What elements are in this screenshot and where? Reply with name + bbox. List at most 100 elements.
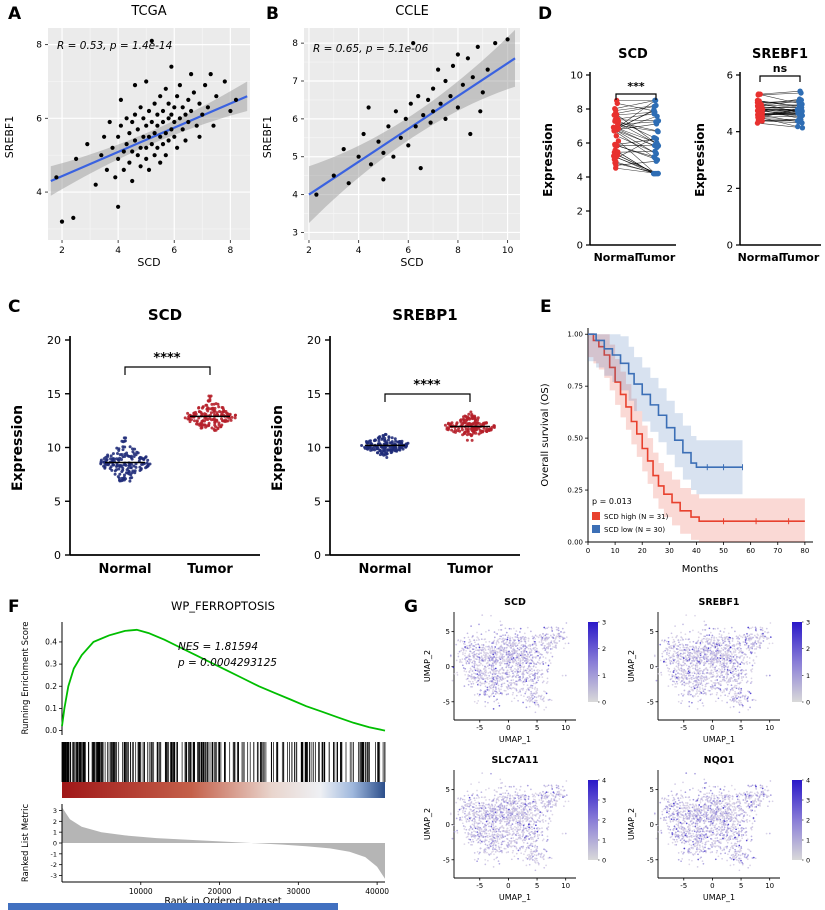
violin-srebp1-title: SREBP1: [392, 306, 457, 324]
gsea-pvalue-annotation: p = 0.0004293125: [177, 657, 277, 669]
significance-bracket-d1: [615, 93, 657, 100]
svg-text:2: 2: [806, 645, 810, 653]
svg-text:0.00: 0.00: [567, 539, 583, 547]
legend-label-scd-high: SCD high (N = 31): [604, 513, 669, 521]
umap-ylabel: UMAP_2: [423, 650, 432, 682]
svg-text:5: 5: [446, 786, 450, 794]
svg-text:40: 40: [692, 547, 701, 555]
svg-text:10000: 10000: [129, 887, 153, 896]
svg-text:6: 6: [171, 246, 177, 256]
umap-scd-title: SCD: [504, 597, 526, 608]
svg-text:-3: -3: [51, 872, 57, 880]
significance-d1: ***: [627, 80, 645, 93]
paired-scd-title: SCD: [618, 47, 648, 62]
gsea-title: WP_FERROPTOSIS: [171, 599, 275, 613]
legend-swatch-scd-high: [592, 512, 600, 520]
svg-text:0.50: 0.50: [567, 435, 583, 443]
svg-text:-5: -5: [680, 724, 687, 732]
svg-text:Normal: Normal: [738, 251, 783, 264]
ccle-title: CCLE: [395, 4, 429, 19]
km-ylabel: Overall survival (OS): [540, 383, 551, 486]
umap-xlabel: UMAP_1: [499, 735, 531, 744]
svg-text:8: 8: [36, 41, 42, 51]
umap-scd: -5 0 5 10 -5 0 5 0 1 2 3 SCD UMAP_1 UMAP_2: [423, 597, 606, 744]
svg-text:Tumor: Tumor: [781, 251, 820, 264]
paired-scd-ylabel: Expression: [541, 123, 555, 197]
svg-text:Normal: Normal: [594, 251, 639, 264]
svg-text:6: 6: [727, 71, 733, 82]
svg-text:7: 7: [292, 77, 298, 87]
violin-scd-ylabel: Expression: [10, 405, 26, 491]
significance-c2: ****: [413, 378, 440, 393]
ccle-correlation-annotation: R = 0.65, p = 5.1e-06: [313, 43, 429, 55]
svg-text:0: 0: [586, 547, 590, 555]
umap-scd-plot: -5 0 5 10 -5 0 5 0 1 2 3: [443, 612, 606, 732]
ccle-ylabel: SREBF1: [261, 116, 274, 158]
svg-text:6: 6: [405, 246, 411, 256]
violin-srebp1-ylabel: Expression: [270, 405, 286, 491]
svg-text:60: 60: [746, 547, 755, 555]
legend-swatch-scd-low: [592, 525, 600, 533]
svg-text:2: 2: [59, 246, 65, 256]
panel-letter-c: C: [8, 297, 20, 317]
svg-text:-5: -5: [443, 698, 450, 706]
svg-text:5: 5: [446, 628, 450, 636]
svg-text:10: 10: [561, 882, 570, 890]
violin-scd-title: SCD: [148, 306, 182, 324]
svg-text:15: 15: [307, 388, 321, 401]
svg-text:-5: -5: [476, 882, 483, 890]
svg-text:5: 5: [535, 882, 539, 890]
umap-xlabel: UMAP_1: [703, 893, 735, 902]
svg-text:Tumor: Tumor: [637, 251, 676, 264]
svg-text:Normal: Normal: [99, 562, 152, 577]
paired-srebf1-title: SREBF1: [752, 47, 808, 62]
gsea-xlabel: Rank in Ordered Dataset: [164, 896, 282, 907]
umap-srebf1: -5 0 5 10 -5 0 5 0 1 2 3 SREBF1 UMAP_1 UMAP_2: [627, 597, 810, 744]
umap-xlabel: UMAP_1: [703, 735, 735, 744]
svg-text:80: 80: [800, 547, 809, 555]
umap-nqo1-title: NQO1: [704, 755, 735, 766]
svg-text:1.00: 1.00: [567, 331, 583, 339]
panel-e: 0.00 0.25 0.50 0.75 1.00 0 10 20 30 40 50 60 70 80 E …: [528, 290, 825, 590]
panel-d: 0 2 4 6 8 10 Normal Tumor 0 2 4 6 Normal Tumor D SCD…: [528, 0, 825, 290]
svg-text:20000: 20000: [208, 887, 232, 896]
svg-text:0.1: 0.1: [45, 704, 57, 713]
svg-text:8: 8: [292, 39, 298, 49]
significance-bracket-c1: [124, 366, 211, 375]
svg-text:1: 1: [53, 829, 57, 837]
significance-c1: ****: [153, 351, 180, 366]
panel-letter-a: A: [8, 4, 22, 24]
svg-text:1: 1: [806, 672, 810, 680]
svg-text:0: 0: [506, 882, 510, 890]
gsea-es-ylabel: Running Enrichment Score: [21, 622, 31, 735]
svg-text:3: 3: [602, 619, 606, 627]
svg-text:50: 50: [719, 547, 728, 555]
svg-text:30: 30: [665, 547, 674, 555]
gsea-nes-annotation: NES = 1.81594: [178, 641, 258, 653]
svg-text:Tumor: Tumor: [187, 562, 233, 577]
km-pvalue: p = 0.013: [592, 497, 632, 506]
significance-bracket-c2: [384, 393, 471, 402]
ccle-xlabel: SCD: [400, 256, 423, 269]
svg-text:10: 10: [570, 71, 583, 82]
bottom-accent-bar: [8, 903, 338, 910]
panel-f: 0.0 0.1 0.2 0.3 0.4 3 2 1 0 -1 -2 -3 10000 20000 30000…: [0, 590, 400, 910]
svg-text:20: 20: [307, 334, 321, 347]
gsea-metric-ylabel: Ranked List Metric: [21, 804, 31, 883]
tcga-title: TCGA: [130, 4, 166, 19]
svg-text:3: 3: [806, 619, 810, 627]
km-survival-plot: 0.00 0.25 0.50 0.75 1.00 0 10 20 30 40 50 60 70 80: [567, 328, 813, 555]
km-xlabel: Months: [682, 564, 719, 575]
svg-text:0: 0: [506, 724, 510, 732]
svg-text:Normal: Normal: [359, 562, 412, 577]
umap-ylabel: UMAP_2: [423, 808, 432, 840]
svg-text:0: 0: [53, 840, 57, 848]
svg-text:10: 10: [561, 724, 570, 732]
